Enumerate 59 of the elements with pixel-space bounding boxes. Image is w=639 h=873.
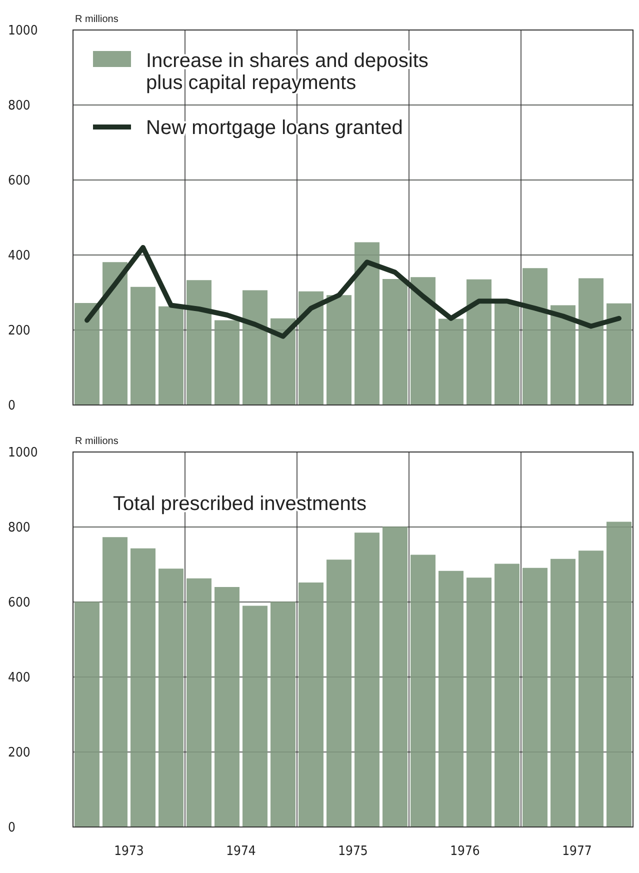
bar: [382, 526, 408, 827]
bar: [214, 587, 240, 827]
y-tick-label: 600: [8, 596, 30, 611]
bar: [242, 606, 268, 827]
bar: [410, 554, 436, 827]
y-tick-label: 200: [8, 324, 30, 339]
bar: [606, 303, 632, 405]
bar: [326, 295, 352, 405]
bar: [354, 242, 380, 405]
x-tick-label: 1977: [562, 844, 592, 859]
x-tick-label: 1976: [450, 844, 480, 859]
bar: [578, 278, 604, 405]
bar: [354, 532, 380, 827]
bar: [270, 318, 296, 405]
bar: [522, 268, 548, 405]
bar: [158, 306, 184, 405]
bar: [242, 290, 268, 405]
bar: [522, 568, 548, 827]
bar: [74, 303, 100, 405]
bar: [578, 550, 604, 827]
y-tick-label: 400: [8, 670, 30, 686]
bar: [102, 537, 128, 827]
y-tick-label: 200: [8, 746, 30, 761]
y-tick-label: 1000: [8, 446, 38, 461]
x-tick-label: 1975: [338, 844, 368, 859]
x-tick-label: 1973: [114, 844, 144, 859]
y-tick-label: 0: [8, 398, 16, 414]
bar: [186, 280, 212, 405]
y-tick-label: 600: [8, 174, 30, 189]
bar: [606, 522, 632, 827]
bar: [102, 262, 128, 405]
bar: [130, 286, 156, 405]
bar: [186, 578, 212, 827]
y-axis-title: R millions: [75, 14, 118, 25]
y-tick-label: 1000: [8, 24, 38, 39]
bar: [438, 318, 464, 405]
bar: [130, 548, 156, 827]
bar: [298, 291, 324, 405]
bar: [550, 305, 576, 405]
y-tick-label: 400: [8, 248, 30, 264]
bar: [466, 279, 492, 405]
x-tick-label: 1974: [226, 844, 256, 859]
bar: [158, 568, 184, 827]
bar: [550, 558, 576, 827]
bar: [326, 560, 352, 827]
bar: [494, 564, 520, 827]
bar: [270, 602, 296, 827]
bar: [466, 578, 492, 827]
bar: [298, 582, 324, 827]
bar: [438, 570, 464, 827]
y-axis-title: R millions: [75, 436, 118, 447]
bar: [410, 277, 436, 405]
y-tick-label: 800: [8, 98, 30, 114]
bar: [74, 602, 100, 827]
bar: [382, 279, 408, 405]
bar: [214, 320, 240, 405]
y-tick-label: 800: [8, 520, 30, 536]
bar: [494, 302, 520, 405]
y-tick-label: 0: [8, 820, 16, 836]
